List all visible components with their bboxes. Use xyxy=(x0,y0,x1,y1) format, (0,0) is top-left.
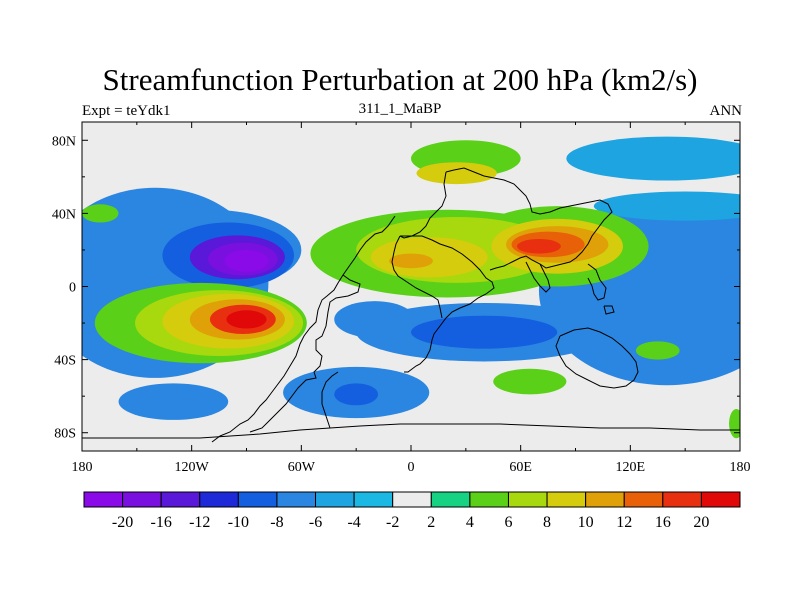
contour-blob-4 xyxy=(493,368,567,395)
colorbar-label: 4 xyxy=(466,514,474,531)
colorbar-label: 12 xyxy=(616,514,632,531)
colorbar-label: -8 xyxy=(270,514,283,531)
contour-blob--8 xyxy=(411,315,558,349)
y-tick-label: 80S xyxy=(54,427,76,442)
coastline-antarctica xyxy=(82,423,740,439)
x-tick-label: 0 xyxy=(408,460,415,475)
colorbar-label: 10 xyxy=(578,514,594,531)
y-tick-label: 0 xyxy=(69,281,76,296)
x-tick-label: 180 xyxy=(72,460,93,475)
contour-blob--4 xyxy=(566,136,740,181)
contour-blob-4 xyxy=(82,204,119,223)
colorbar-box xyxy=(585,491,625,508)
colorbar-box xyxy=(546,491,587,508)
right-string: ANN xyxy=(709,103,743,119)
center-string: 311_1_MaBP xyxy=(358,101,442,117)
colorbar-label: -12 xyxy=(189,514,210,531)
colorbar-box xyxy=(392,491,432,508)
x-tick-label: 60E xyxy=(509,460,532,475)
colorbar-label: 20 xyxy=(693,514,709,531)
contour-blob-16 xyxy=(517,238,561,254)
coastline-se-asia xyxy=(587,263,607,301)
colorbar-box xyxy=(700,491,741,508)
colorbar-box xyxy=(430,491,471,508)
colorbar-label: -4 xyxy=(347,514,360,531)
axis-ticks xyxy=(81,122,741,451)
colorbar-label: 6 xyxy=(504,514,512,531)
left-string: Expt = teYdk1 xyxy=(82,103,171,119)
colorbar-box xyxy=(83,491,124,508)
y-tick-label: 40S xyxy=(54,354,76,369)
colorbar-label: -2 xyxy=(386,514,399,531)
colorbar-box xyxy=(623,491,664,508)
x-tick-label: 180 xyxy=(730,460,751,475)
coastline-eurasia xyxy=(445,167,613,271)
coastline-antarctic-peninsula xyxy=(321,371,339,429)
colorbar-box xyxy=(315,491,355,508)
colorbar-box xyxy=(507,491,548,508)
coastline-africa xyxy=(400,235,495,373)
contour-blob-10 xyxy=(389,253,433,269)
contour-blob-4 xyxy=(635,341,680,360)
colorbar-label: -16 xyxy=(151,514,172,531)
coastline-indonesia xyxy=(603,305,615,315)
coastline-india xyxy=(525,261,551,293)
contour-blob--20 xyxy=(224,249,269,272)
colorbar-box xyxy=(237,491,278,508)
colorbar-box xyxy=(469,491,509,508)
x-tick-label: 120E xyxy=(616,460,646,475)
colorbar-box xyxy=(199,491,239,508)
colorbar-box xyxy=(160,491,201,508)
coastline-south-america-east xyxy=(249,274,361,433)
x-tick-label: 60W xyxy=(288,460,316,475)
contour-blob-8 xyxy=(416,162,497,185)
x-tick-label: 120W xyxy=(175,460,210,475)
coastline-australia xyxy=(555,327,639,389)
contour-blob--4 xyxy=(593,191,740,221)
contour-blob-4 xyxy=(729,408,740,439)
colorbar-box xyxy=(353,491,394,508)
colorbar-label: -20 xyxy=(112,514,133,531)
colorbar-label: -10 xyxy=(228,514,249,531)
y-tick-label: 40N xyxy=(52,207,76,222)
contour-blob--8 xyxy=(334,383,379,406)
axis-labels: 180 120W 60W 0 60E 120E 180 80N 40N 0 40S 80S xyxy=(52,134,751,475)
colorbar-label: 2 xyxy=(427,514,435,531)
coastline-americas-west xyxy=(211,215,396,443)
coastline-europe xyxy=(399,171,447,239)
coastline-africa-west xyxy=(391,235,443,319)
y-tick-label: 80N xyxy=(52,134,76,149)
colorbar: -20 -16 -12 -10 -8 -6 -4 -2 2 4 6 8 10 12 16 20 xyxy=(83,491,741,531)
plot-title: Streamfunction Perturbation at 200 hPa (… xyxy=(102,62,698,97)
colorbar-box xyxy=(276,491,317,508)
coastline-layer xyxy=(82,167,740,443)
contour-blob-20 xyxy=(226,310,267,329)
colorbar-label: -6 xyxy=(309,514,322,531)
contour-fill-layer xyxy=(82,136,740,439)
colorbar-label: 8 xyxy=(543,514,551,531)
colorbar-label: 16 xyxy=(655,514,671,531)
colorbar-box xyxy=(122,491,162,508)
colorbar-box xyxy=(662,491,702,508)
contour-blob--6 xyxy=(118,383,229,420)
